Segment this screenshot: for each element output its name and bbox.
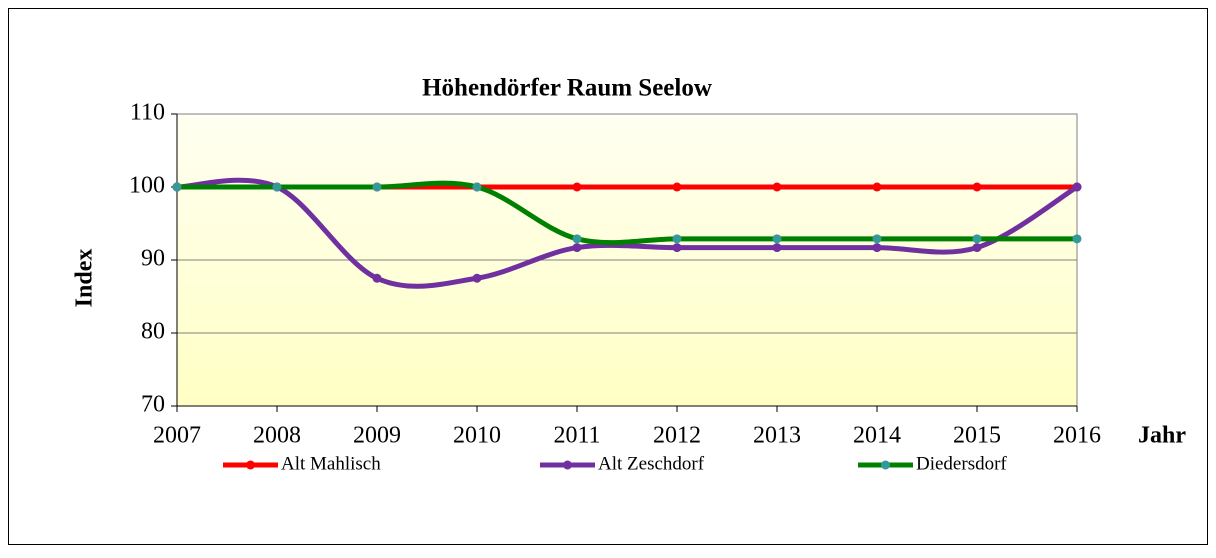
x-tick-label: 2012 <box>653 423 701 449</box>
series-marker <box>572 182 582 192</box>
series-marker <box>1072 234 1082 244</box>
series-marker <box>172 182 182 192</box>
x-tick-label: 2007 <box>153 423 201 449</box>
x-tick-label: 2015 <box>953 423 1001 449</box>
y-tick-label: 110 <box>130 100 165 126</box>
y-tick-label: 70 <box>141 392 165 418</box>
series-marker <box>572 243 582 253</box>
series-marker <box>972 234 982 244</box>
chart-title: Höhendörfer Raum Seelow <box>422 75 712 102</box>
series-marker <box>672 234 682 244</box>
series-marker <box>672 182 682 192</box>
x-tick-label: 2008 <box>253 423 301 449</box>
series-marker <box>372 182 382 192</box>
series-line <box>176 180 1077 246</box>
x-tick-label: 2016 <box>1053 423 1101 449</box>
series-marker <box>772 243 782 253</box>
series-line <box>176 177 1079 289</box>
legend-label: Alt Mahlisch <box>281 453 381 474</box>
y-tick-label: 80 <box>141 319 165 345</box>
series-marker <box>472 182 482 192</box>
legend-label: Alt Zeschdorf <box>598 453 705 474</box>
series-marker <box>272 182 282 192</box>
x-tick-label: 2011 <box>553 423 600 449</box>
series-marker <box>1072 182 1082 192</box>
y-tick-label: 100 <box>129 173 165 199</box>
series-marker <box>772 234 782 244</box>
legend-marker <box>881 460 890 470</box>
x-axis-label: Jahr <box>1138 423 1186 449</box>
series-marker <box>972 243 982 253</box>
series-marker <box>872 182 882 192</box>
series-marker <box>472 273 482 283</box>
series-marker <box>772 182 782 192</box>
x-tick-label: 2014 <box>853 423 901 449</box>
legend-marker <box>563 460 572 470</box>
series-marker <box>572 234 582 244</box>
legend-label: Diedersdorf <box>916 453 1007 474</box>
y-axis-label: Index <box>72 249 98 308</box>
series-marker <box>872 234 882 244</box>
x-tick-label: 2009 <box>353 423 401 449</box>
series-marker <box>672 243 682 253</box>
series-marker <box>872 243 882 253</box>
x-tick-label: 2013 <box>753 423 801 449</box>
y-tick-label: 90 <box>141 246 165 272</box>
x-tick-label: 2010 <box>453 423 501 449</box>
series-marker <box>972 182 982 192</box>
series-marker <box>372 273 382 283</box>
legend-marker <box>246 460 255 470</box>
